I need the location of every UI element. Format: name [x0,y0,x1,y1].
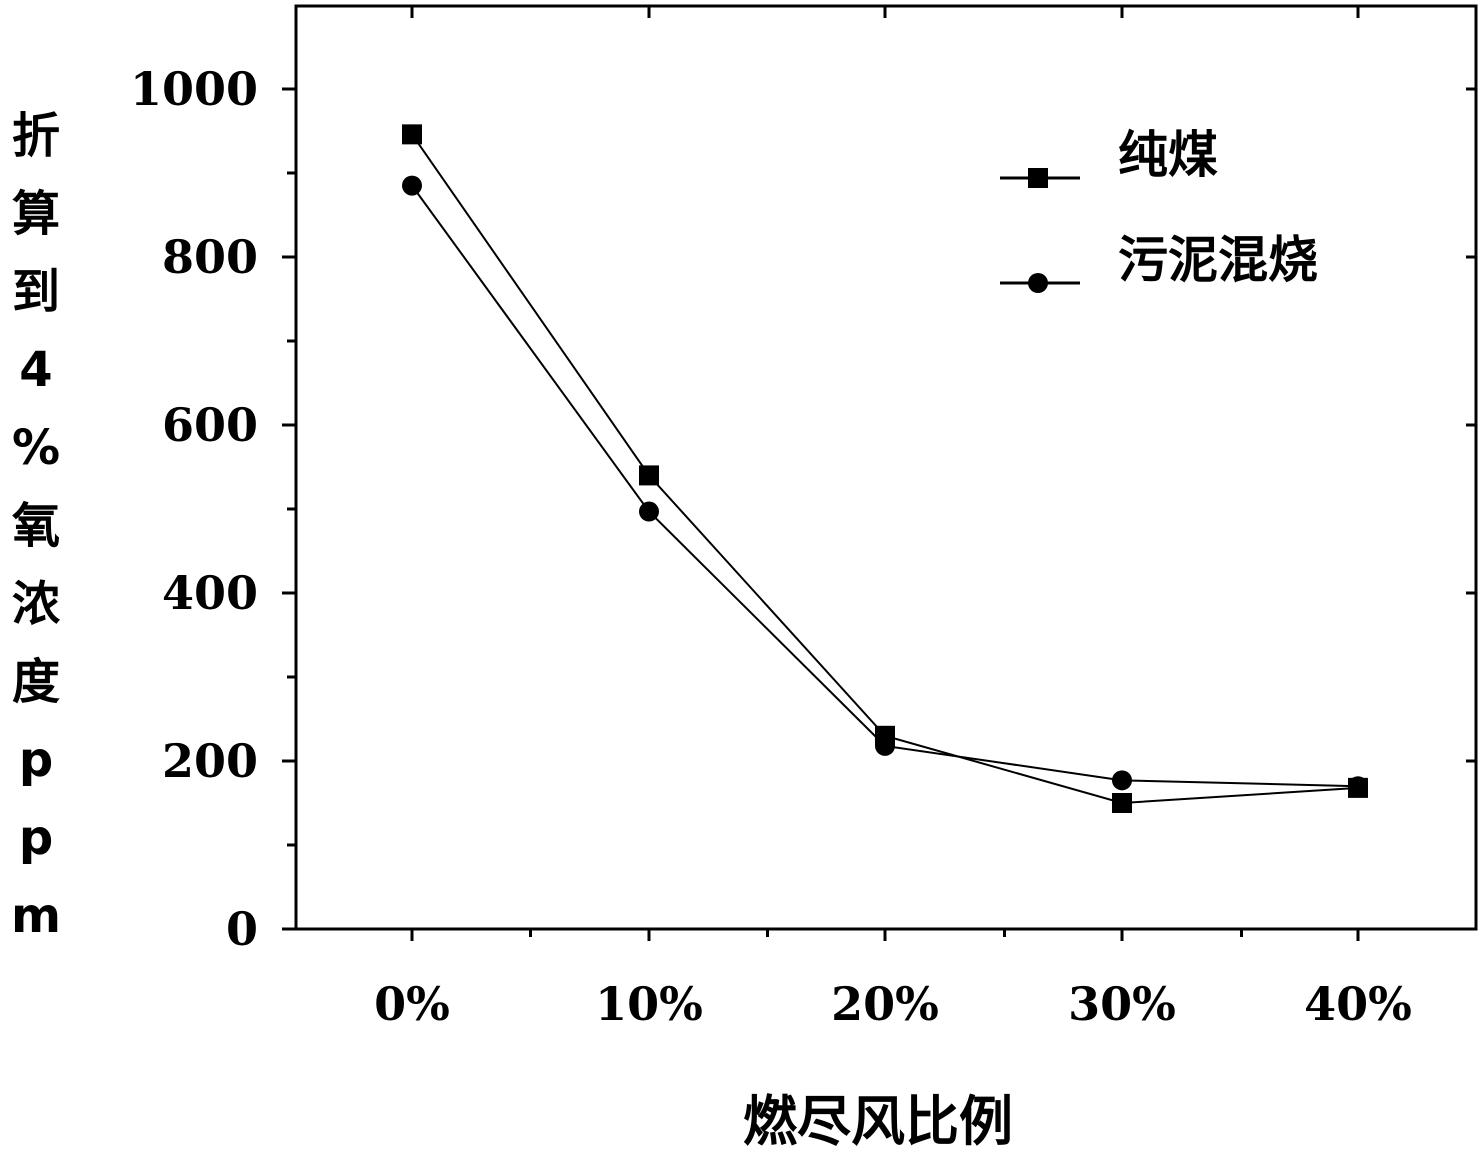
square-marker [639,465,659,486]
x-tick-label: 20% [831,977,939,1031]
y-tick-label: 800 [162,230,258,284]
x-tick-label: 30% [1068,977,1176,1031]
y-tick-label: 200 [162,734,258,788]
circle-marker [402,175,422,196]
plot-frame [294,4,1478,931]
square-marker [402,124,422,145]
y-axis-title-char: 4 [19,342,52,398]
series-markers [402,124,1368,813]
y-axis-title-char: 到 [12,264,60,320]
y-axis-title-char: p [19,810,53,866]
y-axis-title-char: % [12,420,60,476]
circle-marker [1348,776,1368,797]
square-marker [1112,793,1132,813]
y-axis-title-char: 浓 [12,576,61,632]
legend-circle-marker [1028,273,1048,293]
x-axis-title: 燃尽风比例 [743,1090,1013,1151]
y-axis: 0 200 400 600 800 1000 [130,62,1476,956]
x-tick-label: 10% [595,977,703,1031]
y-tick-label: 600 [162,398,258,452]
legend-square-marker [1028,168,1048,188]
y-tick-label: 1000 [130,62,258,116]
y-tick-label: 0 [226,902,258,956]
circle-marker [1112,770,1132,791]
x-tick-label: 40% [1304,977,1412,1031]
y-axis-title-char: 氧 [12,498,60,554]
y-axis-title-char: 折 [12,108,60,164]
circle-marker [875,735,895,756]
legend-label: 纯煤 [1118,126,1218,184]
x-axis: 0% 10% 20% 30% 40% [374,6,1412,1031]
y-tick-label: 400 [162,566,258,620]
y-axis-title-char: m [11,888,61,944]
x-tick-label: 0% [374,977,450,1031]
circle-marker [639,501,659,522]
y-axis-title-char: 算 [12,186,60,242]
y-axis-title-char: p [19,732,53,788]
legend-label: 污泥混烧 [1118,231,1318,289]
y-axis-title-char: 度 [12,654,60,710]
